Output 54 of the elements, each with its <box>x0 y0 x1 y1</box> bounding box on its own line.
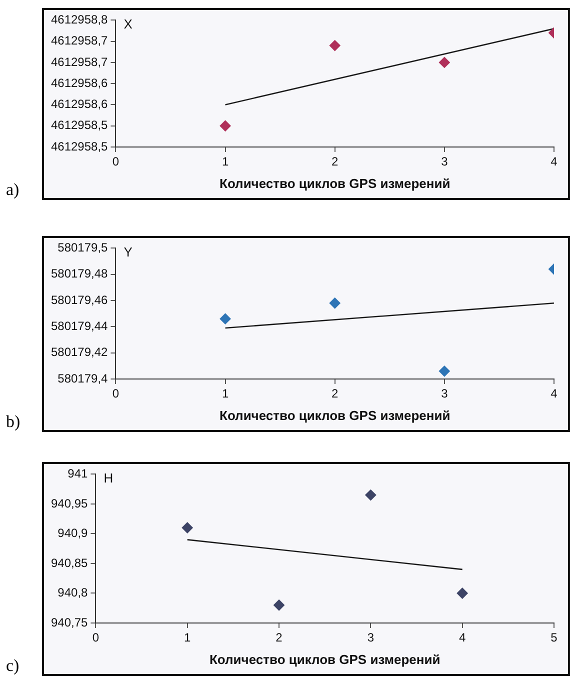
x-tick-label: 3 <box>441 386 448 401</box>
y-tick-label: 940,85 <box>51 556 88 570</box>
y-tick-label: 580179,5 <box>58 240 108 255</box>
x-axis-title: Количество циклов GPS измерений <box>220 408 450 423</box>
x-tick-label: 3 <box>441 154 448 169</box>
y-tick-label: 580179,46 <box>50 292 108 307</box>
x-tick-label: 1 <box>222 386 229 401</box>
y-tick-label: 940,75 <box>51 615 88 630</box>
point <box>438 366 450 377</box>
y-tick-label: 4612958,7 <box>50 54 108 69</box>
y-tick-label: 940,9 <box>58 526 88 540</box>
y-tick-label: 941 <box>68 466 88 481</box>
x-tick-label: 4 <box>458 630 466 645</box>
x-tick-label: 0 <box>112 154 120 169</box>
point <box>274 600 285 611</box>
x-axis-title: Количество циклов GPS измерений <box>209 652 440 667</box>
x-tick-label: 1 <box>184 630 192 645</box>
point <box>329 40 340 52</box>
point <box>365 490 376 501</box>
y-tick-label: 940,8 <box>58 586 88 600</box>
x-tick-label: 2 <box>332 154 339 169</box>
point <box>329 298 340 309</box>
text: c) <box>6 656 20 676</box>
x-tick-label: 2 <box>276 630 283 645</box>
x-tick-label: 1 <box>222 154 229 169</box>
x-tick-label: 5 <box>550 630 558 645</box>
x-tick-label: 2 <box>332 386 339 401</box>
point <box>456 588 468 599</box>
y-tick-label: 4612958,8 <box>50 12 108 27</box>
y-tick-label: 4612958,6 <box>50 76 108 90</box>
point <box>182 522 193 534</box>
y-axis-title: H <box>104 470 114 486</box>
y-tick-label: 940,95 <box>51 496 88 510</box>
y-tick-label: 580179,42 <box>50 345 108 360</box>
x-axis-title: Количество циклов GPS измерений <box>220 176 450 191</box>
y-tick-label: 4612958,5 <box>50 118 108 132</box>
x-tick-label: 0 <box>112 386 120 401</box>
x-tick-label: 4 <box>550 386 558 401</box>
x-tick-label: 0 <box>92 630 100 645</box>
x-tick-label: 3 <box>367 630 374 645</box>
y-axis-title: Y <box>124 244 133 260</box>
x-tick-label: 4 <box>550 154 558 169</box>
point <box>220 120 231 132</box>
y-tick-label: 4612958,5 <box>50 139 108 154</box>
text: a) <box>6 180 20 200</box>
point <box>438 56 450 68</box>
y-tick-label: 4612958,7 <box>50 34 108 48</box>
y-tick-label: 4612958,6 <box>50 97 108 112</box>
y-tick-label: 580179,48 <box>50 266 108 281</box>
point <box>220 313 231 324</box>
y-tick-label: 580179,4 <box>58 371 108 386</box>
text: b) <box>6 412 20 432</box>
y-axis-title: X <box>124 16 133 32</box>
y-tick-label: 580179,44 <box>50 318 108 333</box>
